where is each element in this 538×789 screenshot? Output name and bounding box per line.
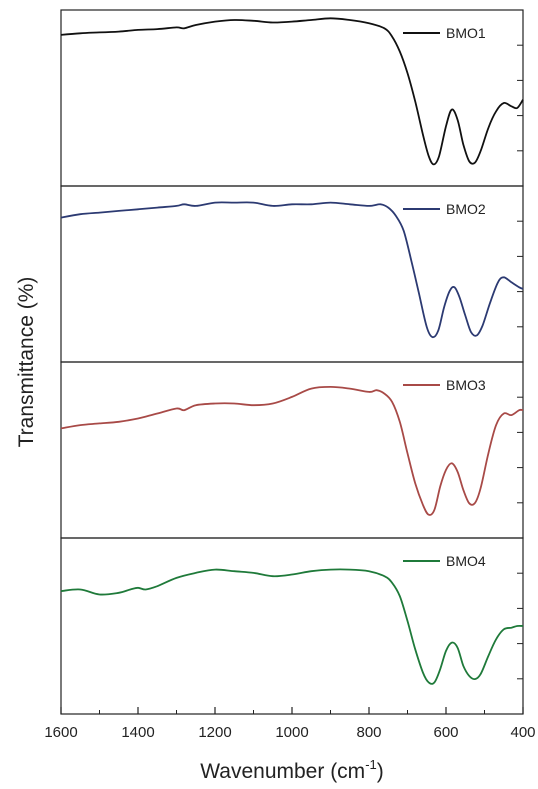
series-line-bmo3: [60, 386, 524, 516]
legend-label-bmo4: BMO4: [446, 553, 486, 569]
x-axis: 1600 1400 1200 1000 800 600 400: [44, 707, 536, 741]
panel-bmo3: BMO3: [60, 361, 524, 539]
legend-label-bmo3: BMO3: [446, 377, 486, 393]
series-line-bmo4: [60, 568, 524, 685]
x-tick-label: 400: [510, 724, 535, 741]
panels-group: BMO1 BMO2 BMO3 BMO4: [60, 9, 524, 715]
x-tick-label: 1200: [198, 724, 231, 741]
series-line-bmo1: [60, 17, 524, 166]
x-tick-label: 1600: [44, 724, 77, 741]
x-tick-label: 1000: [275, 724, 308, 741]
legend-label-bmo2: BMO2: [446, 201, 486, 217]
x-axis-title: Wavenumber (cm-1): [200, 757, 384, 783]
x-tick-label: 800: [356, 724, 381, 741]
x-axis-title-superscript: -1: [365, 757, 377, 772]
x-axis-title-main: Wavenumber (cm: [200, 760, 365, 783]
legend-label-bmo1: BMO1: [446, 25, 486, 41]
panel-bmo1: BMO1: [60, 9, 524, 187]
panel-bmo2: BMO2: [60, 185, 524, 363]
x-tick-label: 600: [433, 724, 458, 741]
x-axis-title-end: ): [377, 760, 384, 783]
series-line-bmo2: [60, 201, 524, 339]
y-axis-title: Transmittance (%): [15, 277, 38, 448]
panel-bmo4: BMO4: [60, 537, 524, 715]
x-tick-label: 1400: [121, 724, 154, 741]
